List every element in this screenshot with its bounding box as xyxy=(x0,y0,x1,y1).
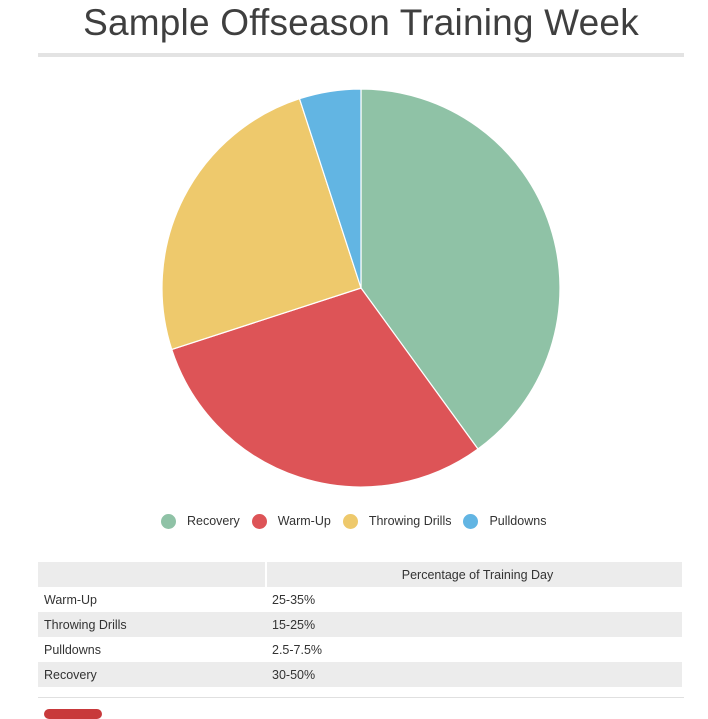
legend-swatch-recovery xyxy=(161,513,176,529)
pie-chart xyxy=(161,88,561,488)
legend-label-pulldowns: Pulldowns xyxy=(489,514,547,528)
table-header-row: Percentage of Training Day xyxy=(38,562,682,587)
legend-item-recovery[interactable]: Recovery xyxy=(161,513,240,529)
legend-swatch-pulldowns xyxy=(463,513,479,529)
table-row: Pulldowns 2.5-7.5% xyxy=(38,637,682,662)
table-cell-activity: Warm-Up xyxy=(44,592,98,607)
legend-item-warm-up[interactable]: Warm-Up xyxy=(251,513,331,529)
table-row: Recovery 30-50% xyxy=(38,662,682,687)
table-cell-percentage: 2.5-7.5% xyxy=(272,642,323,657)
chart-legend: Recovery Warm-Up Throwing Drills Pulldow… xyxy=(161,511,558,531)
legend-label-recovery: Recovery xyxy=(187,514,240,528)
pie-slice-pulldowns[interactable] xyxy=(298,88,362,289)
pie-slice-warm-up[interactable] xyxy=(170,287,479,488)
table-cell-percentage: 25-35% xyxy=(272,592,316,607)
table-row: Throwing Drills 15-25% xyxy=(38,612,682,637)
table-cell-percentage: 15-25% xyxy=(266,612,682,637)
table-cell-activity: Recovery xyxy=(38,662,266,687)
title-divider xyxy=(38,53,684,57)
training-table: Percentage of Training Day Warm-Up 25-35… xyxy=(38,562,682,687)
table-header-cell xyxy=(38,562,266,587)
table-cell-activity: Throwing Drills xyxy=(38,612,266,637)
legend-swatch-throwing-drills xyxy=(342,513,358,529)
legend-item-throwing-drills[interactable]: Throwing Drills xyxy=(342,513,452,529)
table-row: Warm-Up 25-35% xyxy=(38,587,682,612)
page-title: Sample Offseason Training Week xyxy=(83,2,639,43)
pie-slice-throwing-drills[interactable] xyxy=(161,97,362,351)
legend-label-warm-up: Warm-Up xyxy=(277,514,331,528)
bottom-divider xyxy=(38,697,684,698)
legend-item-pulldowns[interactable]: Pulldowns xyxy=(463,513,547,529)
bottom-button[interactable] xyxy=(44,709,102,719)
legend-swatch-warm-up xyxy=(251,513,267,529)
pie-slice-recovery[interactable] xyxy=(360,88,561,450)
legend-label-throwing-drills: Throwing Drills xyxy=(368,514,452,528)
table-cell-activity: Pulldowns xyxy=(44,642,101,657)
table-cell-percentage: 30-50% xyxy=(266,662,682,687)
table-header-cell: Percentage of Training Day xyxy=(265,562,682,587)
